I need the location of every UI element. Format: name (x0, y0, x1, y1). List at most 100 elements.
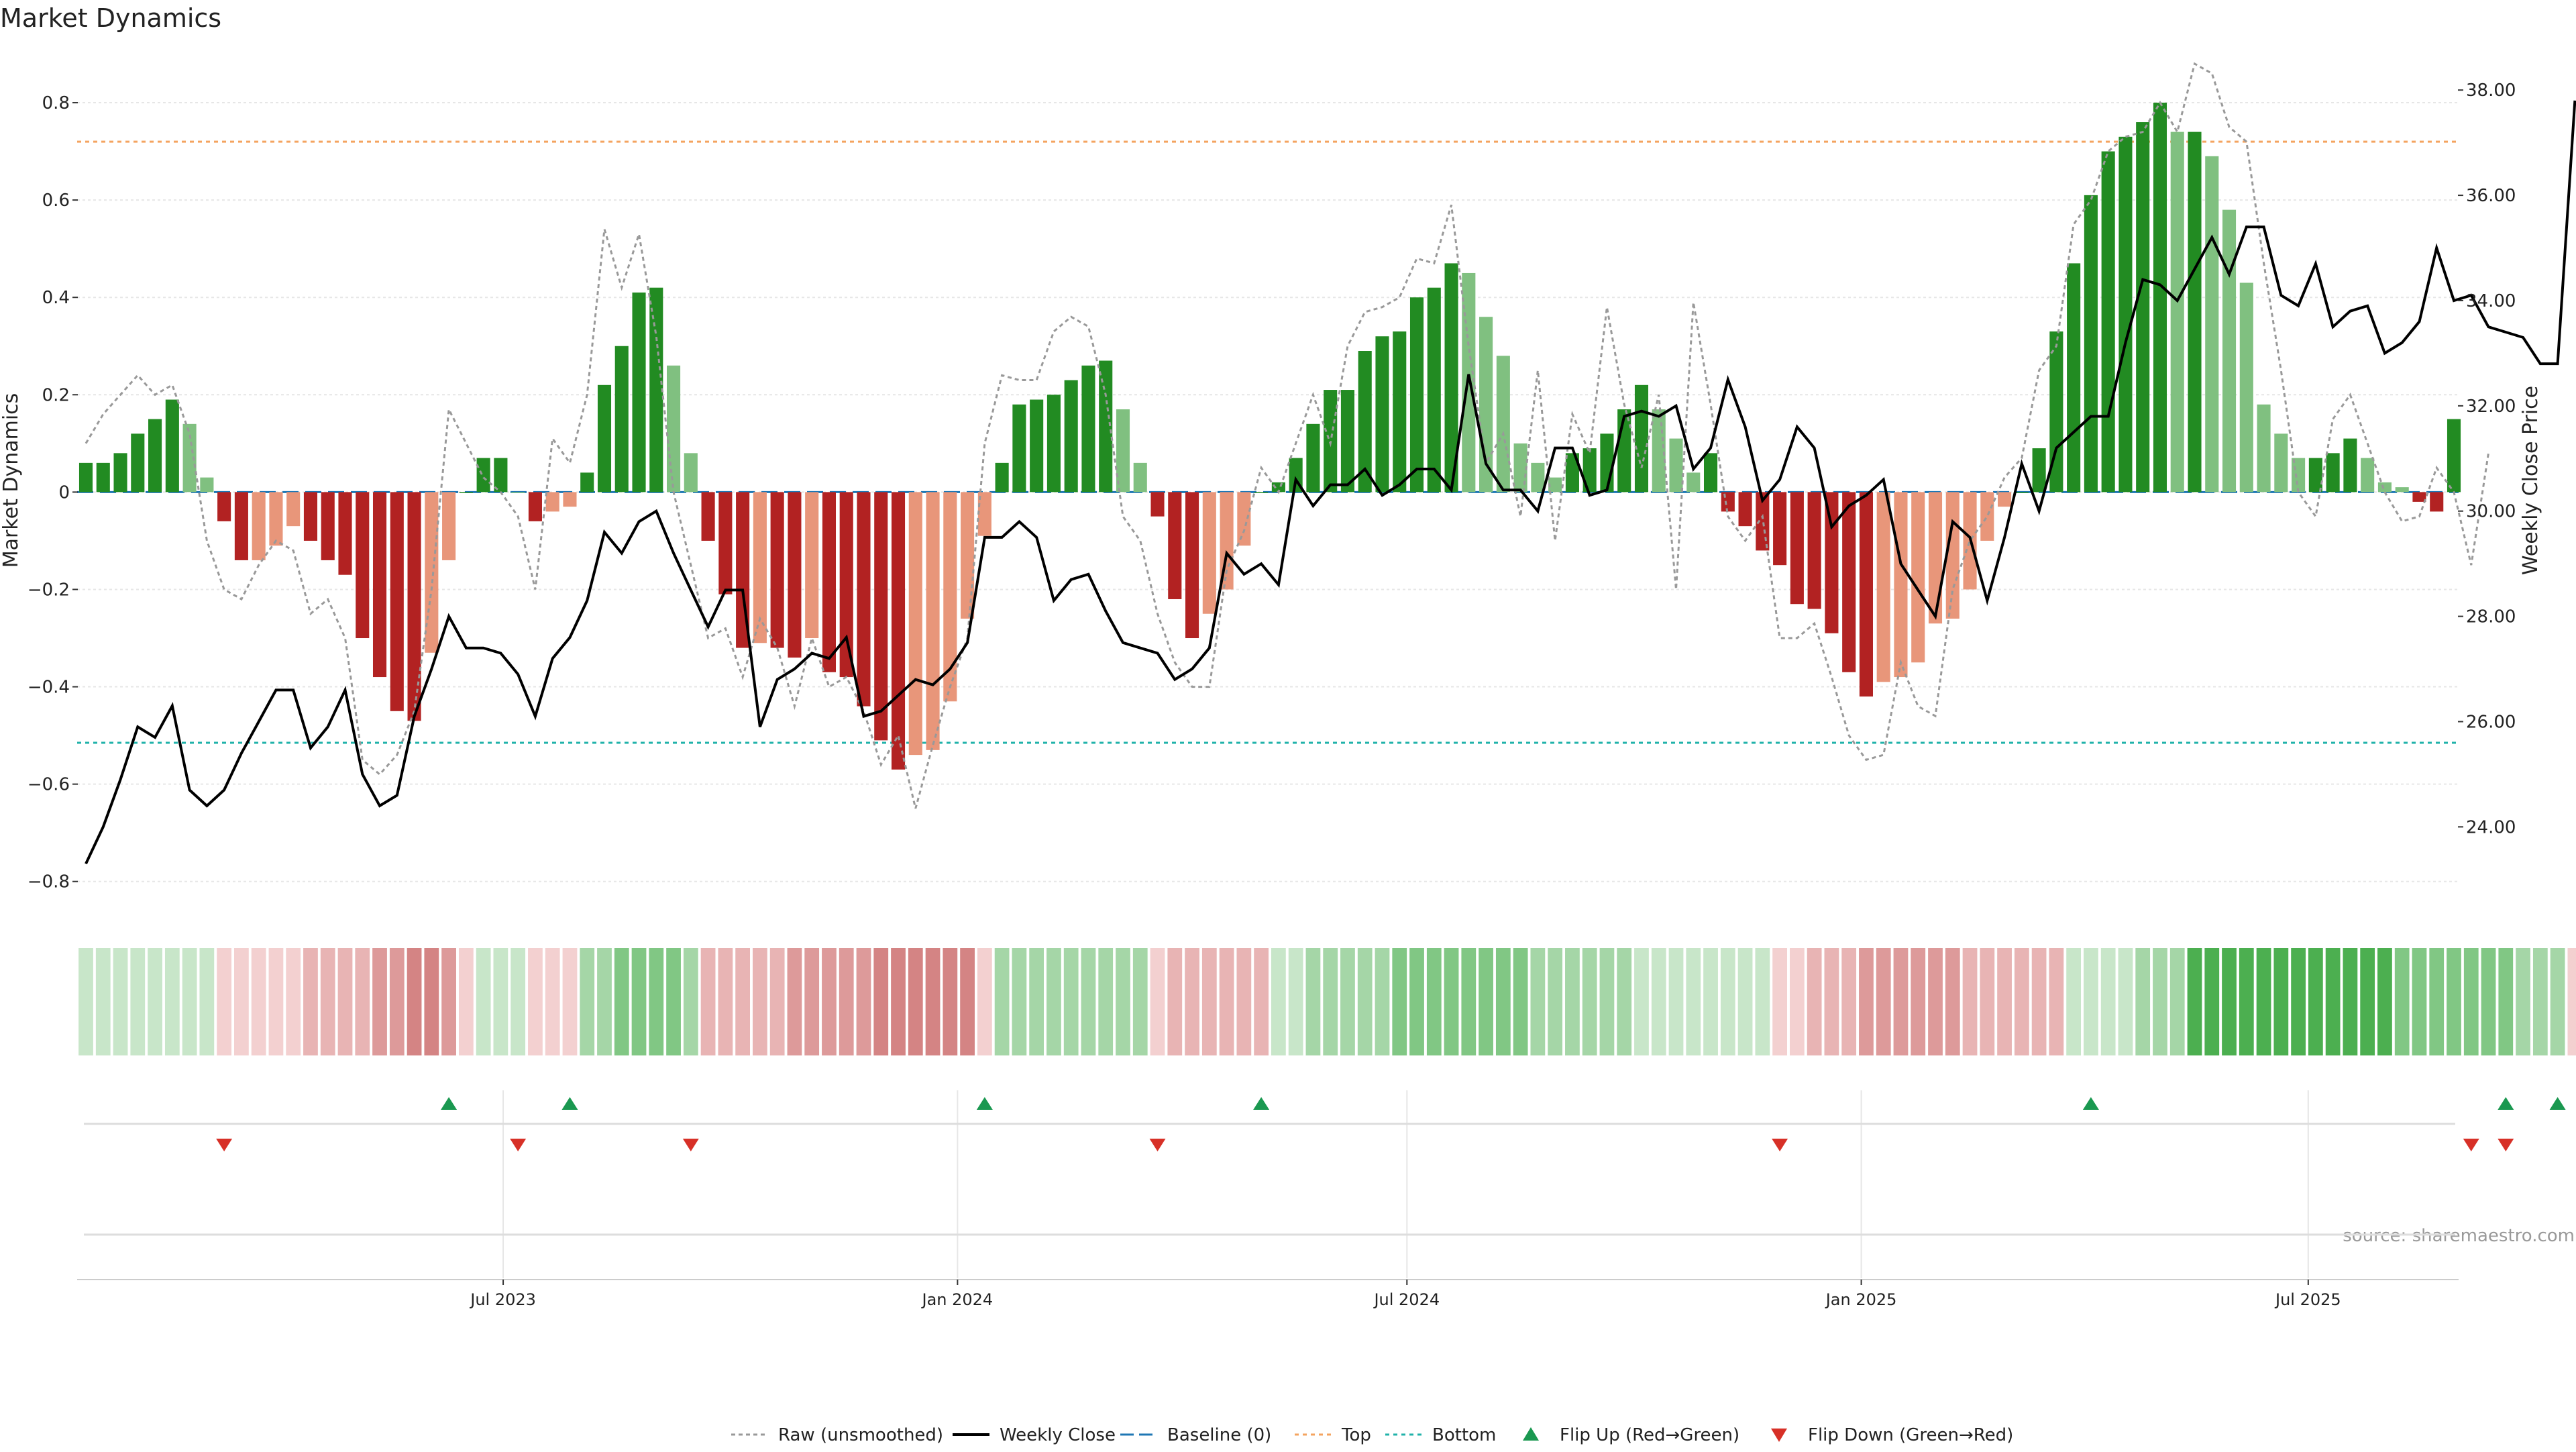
left-tick-label: 0.4 (42, 288, 70, 308)
dynamics-bar (2447, 419, 2461, 492)
regime-cell (822, 948, 837, 1055)
dynamics-bar (182, 423, 197, 492)
regime-cell (631, 948, 647, 1055)
dynamics-bar (1980, 492, 1994, 541)
dynamics-bar (1237, 492, 1251, 546)
dynamics-bar (390, 492, 404, 711)
regime-cell (234, 948, 249, 1055)
grid-lines (77, 102, 2459, 1280)
regime-cell (683, 948, 698, 1055)
regime-cell (251, 948, 266, 1055)
regime-cell (1479, 948, 1493, 1055)
dynamics-bar (2257, 404, 2271, 492)
regime-cell (1582, 948, 1597, 1055)
regime-cell (580, 948, 595, 1055)
dynamics-bar (2395, 487, 2409, 492)
regime-cell (407, 948, 422, 1055)
dynamics-bar (1773, 492, 1787, 566)
dynamics-bar (839, 492, 853, 678)
dynamics-bar (788, 492, 802, 658)
regime-cell (735, 948, 751, 1055)
dynamics-bar (1652, 409, 1666, 492)
regime-cell (666, 948, 681, 1055)
dynamics-bar (1876, 492, 1890, 682)
regime-cell (2308, 948, 2323, 1055)
dynamics-bar (1030, 399, 1044, 492)
flip-up-marker (976, 1097, 993, 1110)
dynamics-bar (2153, 103, 2167, 492)
regime-cell (925, 948, 941, 1055)
dynamics-bar (1358, 351, 1372, 492)
regime-cell (2343, 948, 2358, 1055)
dynamics-bar (753, 492, 767, 643)
legend-swatch-flip-down (1771, 1429, 1787, 1442)
regime-cell (320, 948, 335, 1055)
dynamics-bar (943, 492, 957, 702)
right-axis-label: Weekly Close Price (2519, 386, 2542, 575)
dynamics-bar (372, 492, 387, 678)
regime-cell (2153, 948, 2167, 1055)
regime-cell (2118, 948, 2133, 1055)
dynamics-bar (234, 492, 248, 560)
regime-cell (1737, 948, 1753, 1055)
regime-cell (1426, 948, 1442, 1055)
regime-cell (1841, 948, 1857, 1055)
regime-cell (1357, 948, 1373, 1055)
regime-cell (1236, 948, 1252, 1055)
dynamics-bar (1756, 492, 1770, 551)
regime-cell (2273, 948, 2289, 1055)
dynamics-bar (356, 492, 370, 639)
dynamics-bar (1306, 423, 1320, 492)
regime-cell (2463, 948, 2479, 1055)
x-tick-label: Jul 2024 (1373, 1290, 1440, 1309)
regime-cell (130, 948, 146, 1055)
regime-cell (424, 948, 439, 1055)
regime-cell (1513, 948, 1528, 1055)
dynamics-bar (1116, 409, 1130, 492)
series-lines (85, 62, 2576, 865)
regime-cell (597, 948, 612, 1055)
regime-cell (977, 948, 992, 1055)
regime-cell (649, 948, 664, 1055)
regime-cell (2516, 948, 2530, 1055)
flip-up-marker (441, 1097, 458, 1110)
dynamics-bar (1133, 462, 1147, 492)
regime-cell (718, 948, 733, 1055)
dynamics-bar (1185, 492, 1199, 639)
dynamics-bar (303, 492, 318, 541)
dynamics-bar (1998, 492, 2012, 507)
flip-down-marker (1149, 1139, 1166, 1151)
regime-cell (286, 948, 301, 1055)
dynamics-bar (614, 346, 629, 492)
dynamics-bar (165, 399, 179, 492)
dynamics-bar (632, 292, 646, 492)
dynamics-bar (1842, 492, 1856, 672)
dynamics-bar (131, 433, 145, 492)
regime-cell (1755, 948, 1770, 1055)
flip-down-marker (682, 1139, 699, 1151)
regime-cell (1686, 948, 1701, 1055)
regime-cell (994, 948, 1010, 1055)
dynamics-bar (874, 492, 888, 741)
dynamics-bar (217, 492, 231, 521)
dynamics-bar (770, 492, 784, 648)
dynamics-bar (1064, 380, 1078, 492)
regime-cell (2222, 948, 2237, 1055)
dynamics-bar (2067, 263, 2081, 492)
dynamics-bar (2049, 331, 2063, 492)
regime-cell (2187, 948, 2202, 1055)
dynamics-bar (425, 492, 439, 653)
regime-cell (78, 948, 93, 1055)
dynamics-bar (2239, 282, 2253, 492)
regime-cell (337, 948, 353, 1055)
dynamics-bar (511, 492, 525, 493)
left-tick-label: −0.8 (28, 872, 70, 892)
regime-cell (458, 948, 474, 1055)
dynamics-bar (1375, 336, 1389, 492)
regime-cell (2532, 948, 2548, 1055)
regime-cell (303, 948, 318, 1055)
left-axis-label: Market Dynamics (0, 393, 23, 568)
regime-cell (1254, 948, 1269, 1055)
dynamics-bar (1790, 492, 1804, 605)
